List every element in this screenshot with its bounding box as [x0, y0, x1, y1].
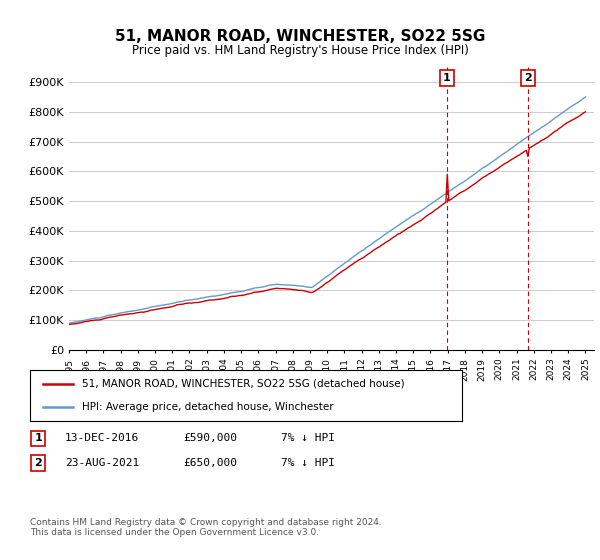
Text: 7% ↓ HPI: 7% ↓ HPI	[281, 458, 335, 468]
Text: 1: 1	[34, 433, 42, 444]
Text: Contains HM Land Registry data © Crown copyright and database right 2024.
This d: Contains HM Land Registry data © Crown c…	[30, 518, 382, 538]
Text: 51, MANOR ROAD, WINCHESTER, SO22 5SG: 51, MANOR ROAD, WINCHESTER, SO22 5SG	[115, 29, 485, 44]
Text: 2: 2	[524, 73, 532, 83]
Text: 51, MANOR ROAD, WINCHESTER, SO22 5SG (detached house): 51, MANOR ROAD, WINCHESTER, SO22 5SG (de…	[82, 379, 404, 389]
Text: 13-DEC-2016: 13-DEC-2016	[65, 433, 139, 444]
Text: 23-AUG-2021: 23-AUG-2021	[65, 458, 139, 468]
Text: Price paid vs. HM Land Registry's House Price Index (HPI): Price paid vs. HM Land Registry's House …	[131, 44, 469, 57]
Text: 7% ↓ HPI: 7% ↓ HPI	[281, 433, 335, 444]
Text: 2: 2	[34, 458, 42, 468]
Text: 1: 1	[443, 73, 451, 83]
Text: HPI: Average price, detached house, Winchester: HPI: Average price, detached house, Winc…	[82, 402, 334, 412]
Text: £590,000: £590,000	[183, 433, 237, 444]
Text: £650,000: £650,000	[183, 458, 237, 468]
